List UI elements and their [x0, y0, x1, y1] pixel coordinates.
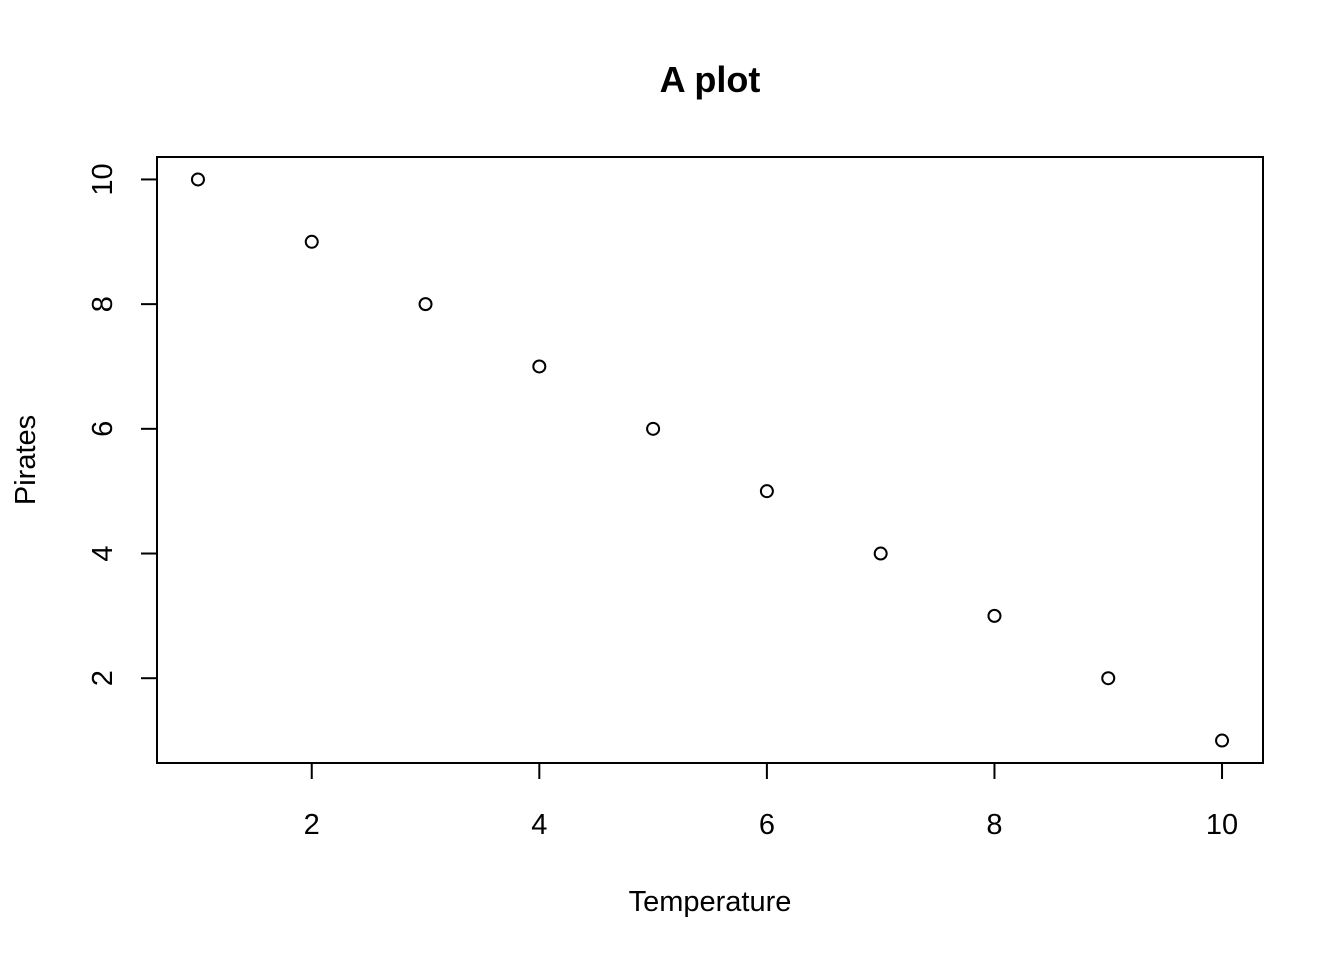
- data-point: [646, 421, 661, 436]
- data-point: [532, 359, 547, 374]
- y-tick-label: 6: [87, 421, 119, 437]
- data-point: [1215, 733, 1230, 748]
- data-points: [190, 172, 1230, 748]
- x-tick-label: 4: [531, 809, 547, 841]
- y-axis: 2 4 6 8 10: [87, 163, 157, 686]
- y-tick-label: 10: [87, 163, 119, 195]
- x-tick-label: 10: [1206, 809, 1238, 841]
- chart-title: A plot: [660, 59, 761, 100]
- y-tick-label: 8: [87, 296, 119, 312]
- data-point: [418, 297, 433, 312]
- plot-frame: [156, 156, 1264, 764]
- data-point: [759, 484, 774, 499]
- x-tick-label: 2: [304, 809, 320, 841]
- data-point: [304, 234, 319, 249]
- y-axis-title: Pirates: [10, 415, 42, 505]
- y-tick-label: 4: [87, 545, 119, 561]
- x-tick-label: 6: [759, 809, 775, 841]
- x-axis: 2 4 6 8 10: [304, 763, 1238, 841]
- data-point: [873, 546, 888, 561]
- data-point: [1101, 671, 1116, 686]
- data-point: [987, 608, 1002, 623]
- x-axis-title: Temperature: [629, 886, 792, 918]
- data-point: [190, 172, 205, 187]
- y-tick-label: 2: [87, 670, 119, 686]
- x-tick-label: 8: [986, 809, 1002, 841]
